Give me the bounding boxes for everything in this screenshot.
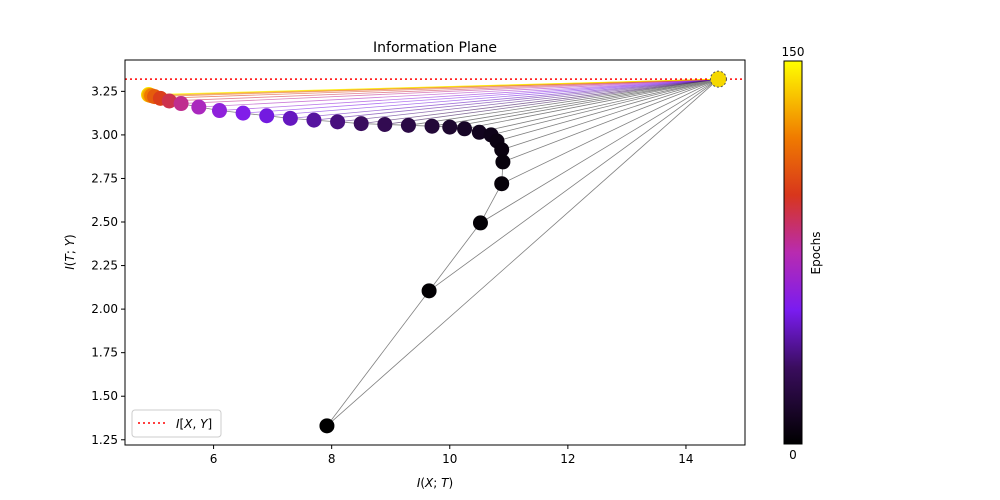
x-tick-label: 8 — [328, 452, 336, 466]
fan-line — [198, 78, 719, 108]
x-tick-label: 6 — [210, 452, 218, 466]
colorbar-min-label: 0 — [789, 448, 797, 462]
epoch-point — [235, 105, 251, 121]
x-tick-label: 12 — [560, 452, 575, 466]
fan-line — [313, 78, 719, 121]
fan-line — [496, 78, 719, 142]
data-points — [141, 70, 727, 434]
legend-entry-ixy: I[X, Y] — [176, 417, 212, 431]
epoch-point — [259, 108, 275, 124]
epoch-point — [173, 96, 189, 112]
legend-box — [131, 409, 222, 438]
colorbar-max-label: 150 — [782, 45, 805, 59]
y-axis-ticks: 1.25 1.50 1.75 2.00 2.25 2.50 2.75 3.00 3.25 — [91, 84, 125, 447]
epoch-point — [377, 116, 393, 132]
legend: I[X, Y] — [131, 409, 222, 438]
y-axis-label: I(T; Y) — [63, 234, 77, 269]
fan-line — [431, 78, 719, 127]
epoch-point — [353, 116, 369, 132]
fan-line — [148, 78, 719, 95]
fan-line — [181, 78, 719, 104]
epoch-point — [442, 119, 458, 135]
y-tick-label: 2.25 — [91, 259, 118, 273]
y-tick-label: 2.00 — [91, 302, 118, 316]
fan-line — [428, 78, 719, 292]
fan-line — [480, 78, 719, 224]
fan-line — [243, 78, 719, 114]
fan-line — [266, 78, 719, 117]
fan-line — [290, 78, 719, 119]
epoch-point — [495, 154, 511, 170]
colorbar-gradient — [783, 60, 803, 445]
epoch-point — [282, 110, 298, 126]
x-tick-label: 14 — [678, 452, 693, 466]
fan-line — [501, 78, 719, 151]
fan-line — [490, 78, 719, 136]
y-tick-label: 2.50 — [91, 215, 118, 229]
fan-line — [408, 78, 719, 126]
epoch-point — [494, 176, 510, 192]
fan-line — [326, 78, 719, 427]
epoch-point — [211, 103, 227, 119]
epoch-point — [457, 121, 473, 137]
path-segment — [428, 222, 481, 292]
x-axis-ticks: 6 8 10 12 14 — [210, 445, 694, 466]
epoch-point — [306, 112, 322, 128]
fan-line — [464, 78, 719, 130]
x-axis-label: I(X; T) — [417, 476, 453, 490]
x-tick-label: 10 — [442, 452, 457, 466]
plot-area — [124, 59, 746, 446]
y-tick-label: 2.75 — [91, 171, 118, 185]
plot-frame — [124, 59, 746, 446]
epoch-point — [400, 117, 416, 133]
epoch-point — [471, 124, 487, 140]
epoch-point — [330, 114, 346, 130]
fan-line — [337, 78, 719, 123]
chart-title: Information Plane — [373, 40, 497, 56]
colorbar-title: Epochs — [809, 232, 823, 275]
epoch-point — [472, 215, 488, 231]
path-segment — [326, 290, 430, 427]
y-tick-label: 1.50 — [91, 389, 118, 403]
fan-line — [501, 78, 719, 185]
colorbar: 150 0 Epochs — [782, 45, 823, 462]
apex-point — [709, 70, 727, 88]
fan-line — [479, 78, 719, 133]
y-tick-label: 3.25 — [91, 84, 118, 98]
fan-line — [169, 78, 719, 102]
epoch-point — [421, 283, 437, 299]
epoch-point — [161, 93, 177, 109]
epoch-point — [424, 118, 440, 134]
y-tick-label: 3.00 — [91, 128, 118, 142]
epoch-point — [191, 99, 207, 115]
fan-line — [449, 78, 719, 128]
y-tick-label: 1.75 — [91, 346, 118, 360]
y-tick-label: 1.25 — [91, 433, 118, 447]
epoch-point — [319, 418, 335, 434]
fan-line — [361, 78, 719, 124]
fan-line — [219, 78, 719, 111]
fan-line — [502, 78, 719, 163]
fan-line — [384, 78, 719, 125]
epoch-point — [494, 142, 510, 158]
